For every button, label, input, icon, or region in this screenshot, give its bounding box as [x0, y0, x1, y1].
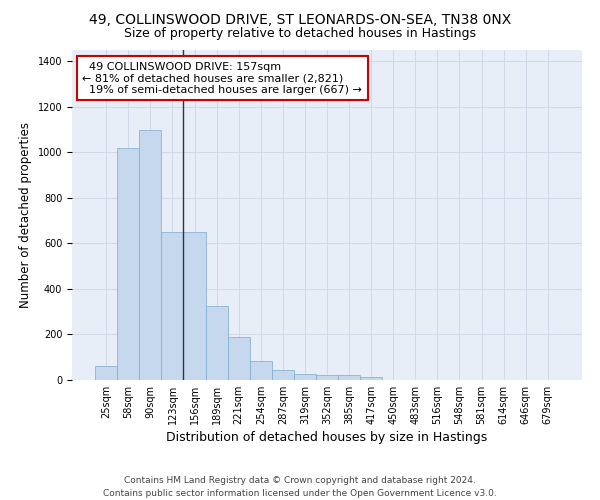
- Text: Size of property relative to detached houses in Hastings: Size of property relative to detached ho…: [124, 28, 476, 40]
- X-axis label: Distribution of detached houses by size in Hastings: Distribution of detached houses by size …: [166, 431, 488, 444]
- Bar: [360, 376, 382, 380]
- Bar: [206, 306, 227, 380]
- Bar: [161, 232, 184, 380]
- Bar: [95, 366, 117, 380]
- Bar: [272, 370, 294, 380]
- Bar: [184, 232, 206, 380]
- Bar: [294, 374, 316, 380]
- Bar: [338, 376, 360, 380]
- Bar: [250, 360, 272, 380]
- Text: Contains HM Land Registry data © Crown copyright and database right 2024.
Contai: Contains HM Land Registry data © Crown c…: [103, 476, 497, 498]
- Bar: [227, 337, 250, 380]
- Bar: [117, 148, 139, 380]
- Text: 49, COLLINSWOOD DRIVE, ST LEONARDS-ON-SEA, TN38 0NX: 49, COLLINSWOOD DRIVE, ST LEONARDS-ON-SE…: [89, 12, 511, 26]
- Text: 49 COLLINSWOOD DRIVE: 157sqm
← 81% of detached houses are smaller (2,821)
  19% : 49 COLLINSWOOD DRIVE: 157sqm ← 81% of de…: [82, 62, 362, 95]
- Y-axis label: Number of detached properties: Number of detached properties: [19, 122, 32, 308]
- Bar: [316, 375, 338, 380]
- Bar: [139, 130, 161, 380]
